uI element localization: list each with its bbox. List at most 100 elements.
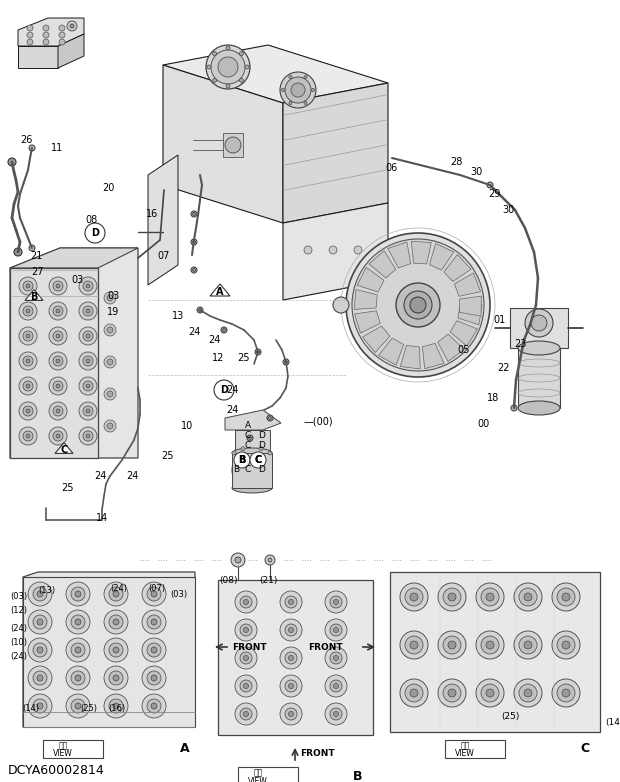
Circle shape — [23, 356, 33, 366]
Circle shape — [49, 377, 67, 395]
Circle shape — [562, 689, 570, 697]
Circle shape — [49, 402, 67, 420]
Text: 21: 21 — [30, 251, 42, 261]
Circle shape — [56, 284, 60, 288]
Text: (21): (21) — [259, 576, 277, 584]
Circle shape — [405, 684, 423, 702]
Circle shape — [257, 350, 260, 353]
Circle shape — [476, 583, 504, 611]
Circle shape — [226, 84, 230, 88]
Circle shape — [285, 624, 297, 636]
Circle shape — [244, 655, 249, 661]
Circle shape — [285, 652, 297, 664]
Text: 26: 26 — [20, 135, 32, 145]
Circle shape — [53, 381, 63, 391]
Polygon shape — [454, 273, 480, 296]
Circle shape — [410, 689, 418, 697]
Circle shape — [56, 309, 60, 313]
Circle shape — [191, 267, 197, 273]
Circle shape — [19, 377, 37, 395]
Text: (03): (03) — [10, 591, 27, 601]
Circle shape — [23, 331, 33, 341]
Circle shape — [213, 78, 216, 82]
Circle shape — [280, 619, 302, 641]
Circle shape — [59, 39, 65, 45]
Circle shape — [288, 600, 293, 604]
Circle shape — [291, 83, 305, 97]
Text: (10): (10) — [10, 637, 27, 647]
Polygon shape — [283, 203, 388, 300]
Circle shape — [75, 591, 81, 597]
Circle shape — [33, 671, 47, 685]
Circle shape — [476, 631, 504, 659]
Circle shape — [354, 246, 362, 254]
Circle shape — [49, 327, 67, 345]
Circle shape — [83, 406, 93, 416]
Circle shape — [86, 334, 90, 338]
Text: 24: 24 — [126, 471, 138, 481]
Circle shape — [29, 145, 35, 151]
Circle shape — [525, 309, 553, 337]
Circle shape — [552, 631, 580, 659]
Polygon shape — [388, 242, 410, 268]
Circle shape — [53, 431, 63, 441]
Circle shape — [56, 384, 60, 388]
Circle shape — [481, 684, 499, 702]
Polygon shape — [458, 305, 482, 325]
Text: DCYA60002814: DCYA60002814 — [8, 763, 105, 777]
Text: 30: 30 — [470, 167, 482, 177]
Circle shape — [107, 295, 113, 301]
Circle shape — [28, 610, 52, 634]
Circle shape — [49, 427, 67, 445]
Circle shape — [151, 619, 157, 625]
Circle shape — [240, 596, 252, 608]
Circle shape — [14, 248, 22, 256]
Circle shape — [142, 666, 166, 690]
Text: C: C — [245, 465, 251, 475]
Circle shape — [288, 627, 293, 633]
Circle shape — [26, 434, 30, 438]
Circle shape — [104, 356, 116, 368]
Circle shape — [26, 284, 30, 288]
Circle shape — [288, 683, 293, 688]
Text: 08: 08 — [86, 215, 98, 225]
Text: 18: 18 — [487, 393, 499, 403]
Circle shape — [334, 600, 339, 604]
Circle shape — [410, 297, 426, 313]
Polygon shape — [148, 155, 178, 285]
Polygon shape — [369, 251, 396, 278]
Circle shape — [109, 699, 123, 713]
Circle shape — [142, 638, 166, 662]
Circle shape — [304, 246, 312, 254]
Circle shape — [83, 431, 93, 441]
Text: B: B — [233, 465, 239, 475]
Polygon shape — [58, 34, 84, 68]
Circle shape — [147, 643, 161, 657]
Circle shape — [37, 675, 43, 681]
Circle shape — [524, 689, 532, 697]
Circle shape — [113, 591, 119, 597]
Circle shape — [247, 435, 253, 441]
Ellipse shape — [232, 483, 272, 493]
Text: 22: 22 — [498, 363, 510, 373]
Circle shape — [334, 712, 339, 716]
Polygon shape — [379, 338, 404, 365]
Circle shape — [53, 281, 63, 291]
Circle shape — [71, 587, 85, 601]
Polygon shape — [355, 311, 380, 333]
Circle shape — [330, 596, 342, 608]
Circle shape — [346, 233, 490, 377]
Bar — [390, 572, 600, 732]
Circle shape — [486, 689, 494, 697]
Polygon shape — [163, 65, 283, 223]
Circle shape — [104, 582, 128, 606]
Circle shape — [37, 619, 43, 625]
Circle shape — [557, 588, 575, 606]
Circle shape — [26, 334, 30, 338]
Polygon shape — [10, 248, 138, 458]
Text: (24): (24) — [10, 651, 27, 661]
Circle shape — [235, 619, 257, 641]
Text: VIEW: VIEW — [53, 749, 73, 759]
Circle shape — [285, 596, 297, 608]
Circle shape — [23, 431, 33, 441]
